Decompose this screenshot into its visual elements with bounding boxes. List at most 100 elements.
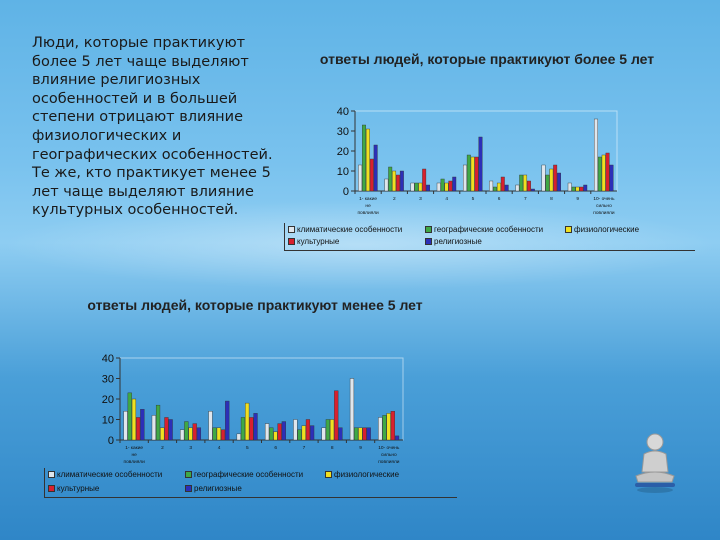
bar <box>180 429 185 441</box>
legend-item: физиологические <box>565 225 639 234</box>
bar <box>396 174 400 192</box>
bar <box>225 400 230 441</box>
legend-label: географические особенности <box>194 470 304 479</box>
x-tick-label: 7 <box>524 196 527 202</box>
x-tick-label: повлияли <box>124 460 146 465</box>
bar <box>297 429 302 441</box>
legend-item: религиозные <box>185 484 242 493</box>
legend-swatch <box>425 226 432 233</box>
legend-swatch <box>425 238 432 245</box>
bar <box>362 427 367 441</box>
bar <box>273 431 278 441</box>
x-tick-label: не <box>365 204 371 209</box>
bar <box>220 429 226 441</box>
bar <box>394 435 400 441</box>
chart-1-legend: климатические особенности географические … <box>284 223 695 251</box>
bar <box>553 164 558 192</box>
bar <box>422 168 427 192</box>
bar <box>523 174 528 192</box>
bar <box>583 184 588 192</box>
legend-swatch <box>325 471 332 478</box>
x-tick-label: 8 <box>331 445 334 451</box>
bar <box>269 427 274 441</box>
bar <box>392 170 397 192</box>
legend-item: физиологические <box>325 470 399 479</box>
bar <box>264 423 270 441</box>
bar <box>245 402 250 441</box>
bar <box>196 427 202 441</box>
x-tick-label: 10- очень <box>378 445 400 451</box>
bar <box>362 124 366 192</box>
bar <box>601 154 606 192</box>
bar <box>418 182 423 192</box>
x-tick-label: 9 <box>359 445 362 451</box>
bar <box>365 128 370 192</box>
bar <box>515 184 520 192</box>
bar <box>240 417 246 441</box>
bar <box>541 164 546 192</box>
x-tick-label: не <box>131 453 137 458</box>
slide-text: Люди, которые практикуют более 5 лет чащ… <box>32 35 273 219</box>
bar <box>390 411 395 441</box>
x-tick-label: 8 <box>550 196 553 202</box>
bar <box>358 427 363 441</box>
bar <box>571 186 576 192</box>
bar <box>575 186 580 192</box>
x-tick-label: 4 <box>218 445 221 451</box>
bar <box>440 178 445 192</box>
x-tick-label: 10- очень <box>593 196 615 202</box>
bar <box>594 118 598 192</box>
bar <box>293 419 298 441</box>
bar <box>609 164 614 192</box>
bar <box>519 174 524 192</box>
x-tick-label: повлияли <box>357 211 379 216</box>
bar <box>500 176 505 192</box>
y-tick-label: 20 <box>102 394 114 406</box>
x-tick-label: 6 <box>498 196 501 202</box>
bar <box>277 423 282 441</box>
legend-label: религиозные <box>194 484 242 493</box>
bar <box>474 156 479 192</box>
legend-swatch <box>48 471 55 478</box>
bar <box>378 417 383 441</box>
bar <box>184 421 189 441</box>
bar <box>366 427 371 441</box>
legend-swatch <box>185 471 192 478</box>
y-tick-label: 0 <box>343 186 349 198</box>
bar <box>151 415 156 441</box>
bar <box>527 180 531 192</box>
bar <box>426 184 431 192</box>
bar <box>605 152 610 192</box>
bar <box>164 417 169 441</box>
bar <box>329 419 335 441</box>
bar <box>188 427 193 441</box>
bar <box>253 413 258 441</box>
x-tick-label: 3 <box>189 445 192 451</box>
y-tick-label: 10 <box>337 166 349 178</box>
bar <box>414 182 419 192</box>
x-tick-label: 9 <box>576 196 579 202</box>
x-tick-label: 3 <box>419 196 422 202</box>
x-tick-label: сильно <box>381 453 397 458</box>
bar <box>470 156 475 192</box>
legend-swatch <box>185 485 192 492</box>
bar <box>436 182 441 192</box>
bar <box>160 427 165 441</box>
bar <box>557 172 562 192</box>
y-tick-label: 10 <box>102 415 114 427</box>
bar <box>334 390 339 441</box>
legend-label: культурные <box>57 484 100 493</box>
legend-item: культурные <box>48 484 99 493</box>
x-tick-label: 5 <box>472 196 475 202</box>
bar <box>466 154 471 192</box>
bar <box>399 170 404 192</box>
bar <box>321 427 326 441</box>
bar <box>388 166 393 192</box>
bar <box>168 419 173 441</box>
legend-item: географические особенности <box>425 225 543 234</box>
bar <box>384 178 389 192</box>
bar <box>123 411 128 441</box>
x-tick-label: 5 <box>246 445 249 451</box>
y-tick-label: 30 <box>102 374 114 386</box>
